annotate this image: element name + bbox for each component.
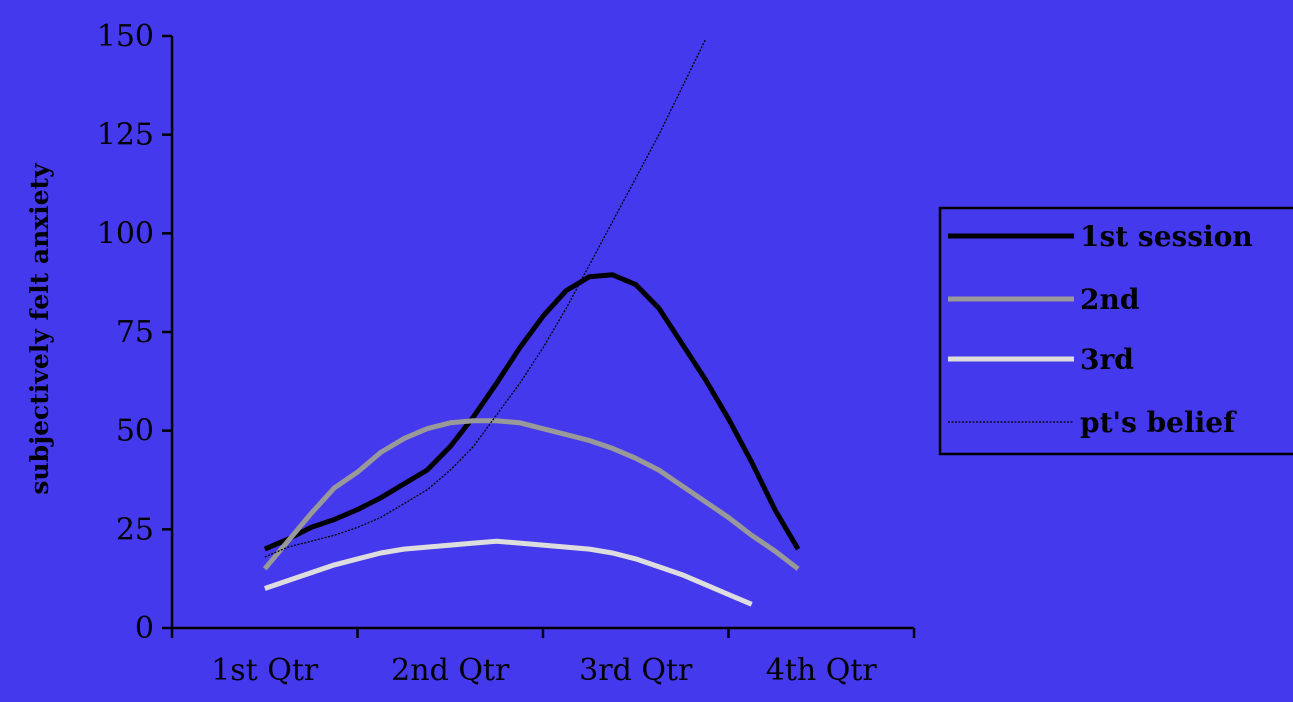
series-line-2nd [262,418,800,571]
series-lines [262,39,801,607]
x-tick-label: 4th Qtr [766,653,878,688]
y-tick-label: 75 [116,315,154,350]
series-line-pt-s-belief [264,39,706,558]
y-tick-label: 100 [97,216,154,251]
legend-box [938,206,1293,456]
y-tick-label: 0 [135,611,154,646]
legend-label: 3rd [1080,343,1134,376]
x-tick-label: 1st Qtr [211,653,319,688]
y-tick-label: 25 [116,512,154,547]
y-tick-label: 50 [116,414,154,449]
legend: 1st session 2nd 3rd pt's belief [938,206,1293,456]
series-line-3rd [263,538,753,607]
y-tick-label: 125 [97,118,154,153]
y-tick-label: 150 [97,19,154,54]
x-tick-label: 3rd Qtr [579,653,693,688]
x-tick-label: 2nd Qtr [391,653,510,688]
legend-label: 1st session [1080,220,1253,253]
y-axis-ticks: 0 25 50 75 100 125 150 [97,19,172,646]
series-line-1st-session [263,272,801,552]
x-axis-ticks: 1st Qtr 2nd Qtr 3rd Qtr 4th Qtr [170,628,916,688]
y-axis-label: subjectively felt anxiety [25,162,54,495]
legend-label: 2nd [1080,283,1139,316]
legend-label: pt's belief [1080,406,1237,439]
